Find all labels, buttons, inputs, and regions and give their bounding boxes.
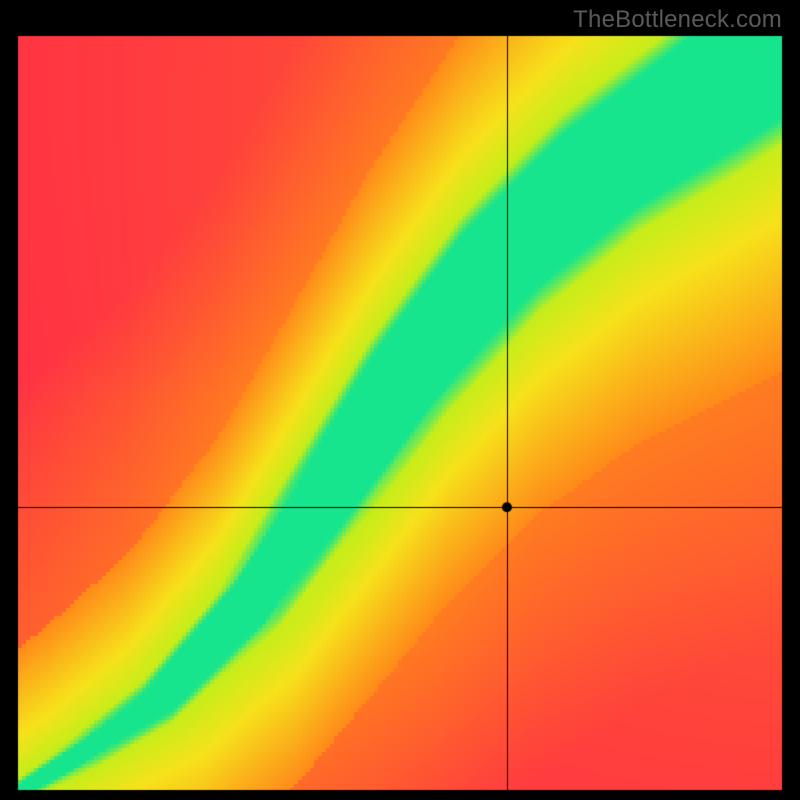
watermark-text: TheBottleneck.com [573,6,782,34]
chart-container: TheBottleneck.com [0,0,800,800]
heatmap-canvas [0,0,800,800]
